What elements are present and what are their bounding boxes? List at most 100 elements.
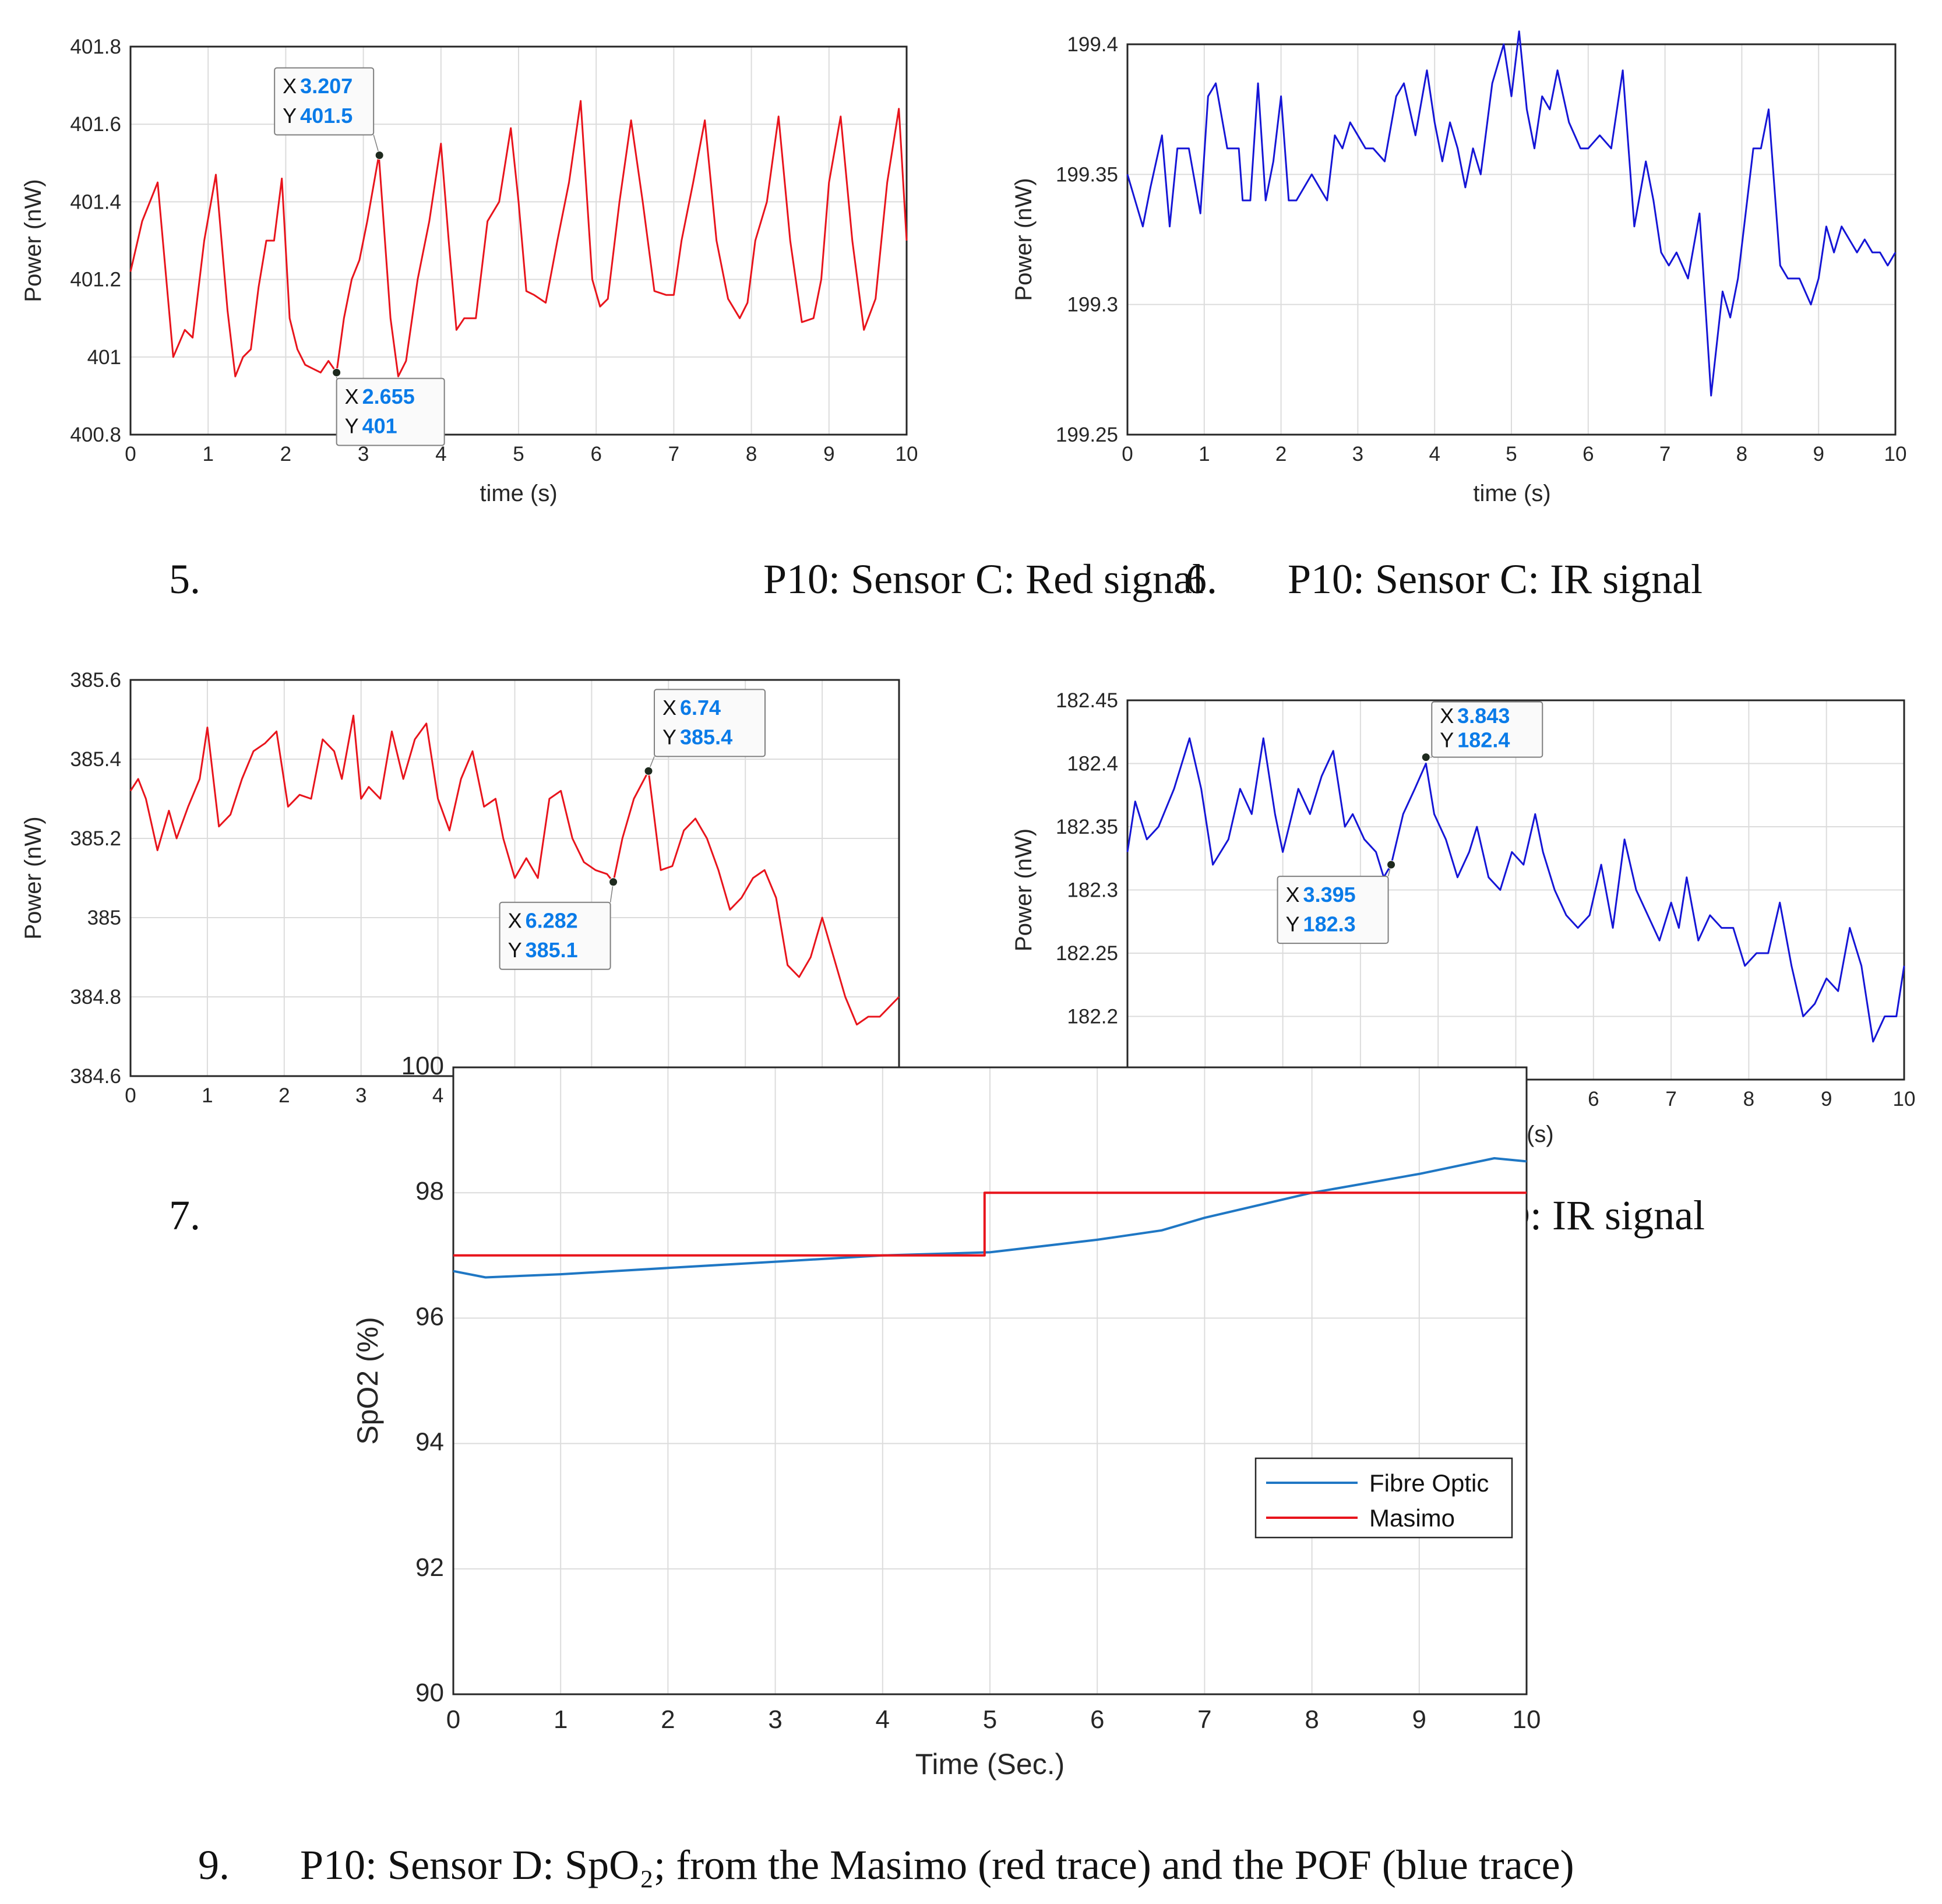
datatip-box	[1431, 701, 1543, 758]
x-tick-label: 4	[876, 1705, 890, 1734]
x-tick-label: 5	[1506, 443, 1517, 466]
y-tick-label: 182.45	[1056, 689, 1118, 712]
caption-number: 7.	[169, 1192, 200, 1239]
datatip-x-key: X	[1286, 883, 1300, 907]
legend: Fibre Optic Masimo	[1254, 1457, 1513, 1539]
y-tick-label: 385	[87, 907, 121, 929]
y-tick-label: 98	[415, 1177, 444, 1205]
plot-frame	[1126, 43, 1897, 436]
y-tick-label: 199.4	[1067, 33, 1118, 56]
datatip-y-value: 385.1	[526, 938, 578, 962]
x-tick-label: 7	[668, 443, 679, 466]
datatip-x-key: X	[283, 74, 297, 98]
x-tick-label: 8	[1736, 443, 1747, 466]
datatip-x-key: X	[1440, 704, 1454, 728]
x-tick-label: 7	[1197, 1705, 1211, 1734]
y-tick-label: 199.35	[1056, 163, 1118, 186]
legend-box	[1254, 1457, 1513, 1539]
datatip-y-key: Y	[1286, 912, 1300, 936]
x-tick-label: 3	[355, 1084, 366, 1107]
x-tick-label: 8	[1743, 1088, 1754, 1110]
caption-text: P10: Sensor C: Red signal	[763, 556, 1204, 602]
y-tick-label: 199.3	[1067, 294, 1118, 316]
datatip-x-key: X	[345, 385, 359, 408]
x-tick-label: 0	[125, 1084, 136, 1107]
datatip-x-key: X	[508, 909, 522, 933]
x-tick-label: 7	[1659, 443, 1670, 466]
y-tick-label: 401.2	[70, 269, 121, 291]
x-tick-label: 4	[1429, 443, 1440, 466]
series-line-ir-signal	[1126, 30, 1897, 397]
y-tick-label: 401.6	[70, 113, 121, 136]
y-tick-label: 94	[415, 1428, 444, 1457]
y-tick-label: 100	[401, 1052, 444, 1080]
series-line-red-signal	[129, 100, 908, 378]
y-tick-label: 385.4	[70, 748, 121, 771]
x-tick-label: 3	[358, 443, 369, 466]
y-tick-label: 385.2	[70, 827, 121, 850]
caption-number: 5.	[169, 556, 200, 602]
x-tick-label: 9	[823, 443, 834, 466]
y-tick-label: 384.8	[70, 986, 121, 1009]
chart-p9: 0 1 2 3 4 5 6 7 8 9 10 90 92 94 96 98 100 Time (Sec.) SpO2…	[198, 1052, 1574, 1888]
datatip-marker	[609, 877, 618, 887]
datatip[interactable]: X 6.74Y 385.4	[644, 689, 766, 775]
datatip-y-value: 182.3	[1303, 912, 1356, 936]
y-axis-label: Power (nW)	[1011, 828, 1037, 951]
y-tick-label: 92	[415, 1553, 444, 1582]
x-tick-label: 1	[202, 443, 213, 466]
datatip-marker	[332, 368, 341, 377]
datatip-x-value: 3.395	[1303, 883, 1356, 907]
chart-p6: 0 1 2 3 4 5 6 7 8 9 10 199.25 199.3 199.35 199.4 time (…	[1011, 30, 1907, 602]
plot-frame	[452, 1066, 1528, 1695]
x-tick-label: 5	[983, 1705, 997, 1734]
y-tick-label: 385.6	[70, 669, 121, 692]
x-tick-label: 1	[554, 1705, 568, 1734]
x-tick-label: 4	[432, 1084, 443, 1107]
datatip-marker	[1387, 860, 1396, 869]
y-tick-label: 182.2	[1067, 1006, 1118, 1028]
x-tick-label: 2	[279, 1084, 290, 1107]
x-tick-label: 6	[1582, 443, 1594, 466]
y-tick-label: 182.35	[1056, 816, 1118, 838]
datatip-y-key: Y	[1440, 728, 1454, 752]
y-tick-label: 401.8	[70, 36, 121, 58]
x-tick-label: 9	[1412, 1705, 1426, 1734]
datatip-x-value: 6.74	[680, 696, 721, 720]
x-tick-label: 10	[1884, 443, 1907, 466]
y-tick-label: 90	[415, 1679, 444, 1707]
series-line-masimo	[453, 1191, 1527, 1257]
x-tick-label: 0	[125, 443, 136, 466]
y-axis-label: Power (nW)	[1011, 178, 1037, 301]
y-tick-label: 199.25	[1056, 424, 1118, 446]
datatip-box	[274, 67, 375, 136]
legend-label: Fibre Optic	[1369, 1469, 1489, 1497]
y-tick-label: 182.3	[1067, 879, 1118, 902]
datatip-marker	[644, 766, 653, 775]
x-tick-label: 10	[1893, 1088, 1916, 1110]
y-tick-label: 400.8	[70, 424, 121, 446]
caption-text: P10: Sensor D: SpO₂; from the Masimo (re…	[300, 1842, 1574, 1888]
datatip-x-value: 2.655	[362, 385, 415, 408]
x-tick-label: 2	[661, 1705, 675, 1734]
y-tick-label: 384.6	[70, 1065, 121, 1088]
x-tick-label: 3	[1352, 443, 1363, 466]
x-tick-label: 5	[513, 443, 524, 466]
x-tick-label: 10	[1513, 1705, 1541, 1734]
x-tick-label: 3	[768, 1705, 782, 1734]
datatip-x-value: 3.207	[300, 74, 353, 98]
x-tick-label: 6	[590, 443, 601, 466]
x-tick-label: 1	[202, 1084, 213, 1107]
x-axis-label: Time (Sec.)	[915, 1748, 1065, 1780]
x-tick-label: 9	[1813, 443, 1824, 466]
datatip-box	[499, 901, 611, 970]
caption-number: 9.	[198, 1842, 230, 1888]
datatip-y-key: Y	[345, 414, 359, 438]
x-tick-label: 6	[1588, 1088, 1599, 1110]
datatip-y-key: Y	[283, 104, 297, 128]
